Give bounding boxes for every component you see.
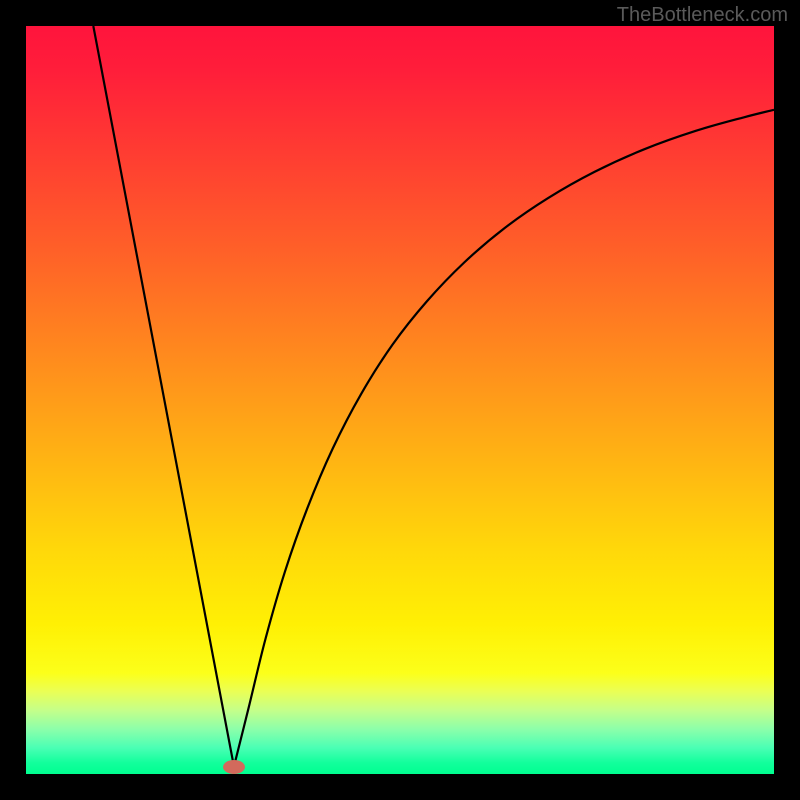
watermark-text: TheBottleneck.com bbox=[617, 4, 788, 27]
chart-container: TheBottleneck.com bbox=[0, 0, 800, 800]
bottleneck-curve bbox=[26, 26, 774, 774]
minimum-marker bbox=[223, 760, 245, 774]
plot-area bbox=[26, 26, 774, 774]
